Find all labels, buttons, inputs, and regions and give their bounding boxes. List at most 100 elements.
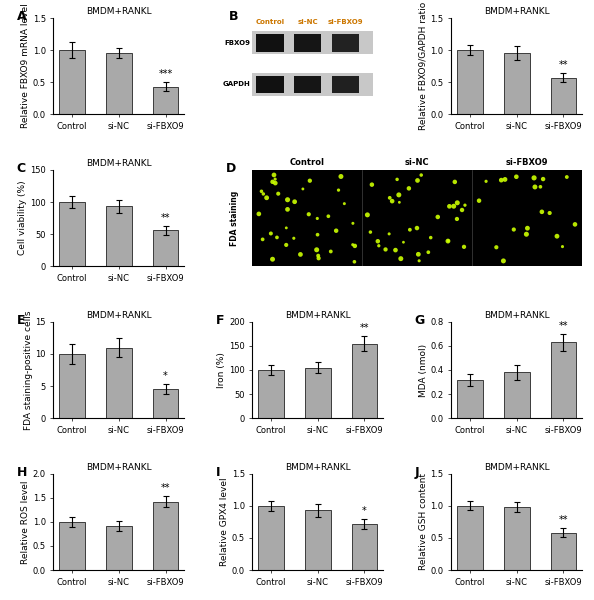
Point	[558, 242, 567, 251]
FancyBboxPatch shape	[332, 76, 359, 94]
Text: si-NC: si-NC	[405, 158, 429, 167]
Point	[324, 211, 333, 221]
Title: BMDM+RANKL: BMDM+RANKL	[484, 463, 549, 472]
Y-axis label: Relative FBXO9/GAPDH ratio: Relative FBXO9/GAPDH ratio	[419, 2, 428, 130]
Bar	[59, 50, 85, 114]
Point	[399, 238, 408, 247]
Bar	[106, 53, 132, 114]
Point	[350, 257, 359, 266]
Point	[273, 189, 283, 199]
Point	[350, 241, 359, 251]
FancyBboxPatch shape	[252, 31, 373, 54]
Text: F: F	[216, 314, 224, 327]
Bar	[457, 380, 483, 418]
Point	[538, 174, 548, 184]
Text: E: E	[17, 314, 26, 327]
Point	[289, 233, 299, 243]
Point	[266, 229, 276, 238]
Y-axis label: FDA staining-positive cells: FDA staining-positive cells	[24, 310, 33, 430]
Point	[394, 190, 403, 200]
Bar	[457, 506, 483, 570]
Text: Control: Control	[290, 158, 325, 167]
Text: GAPDH: GAPDH	[223, 82, 250, 88]
Point	[381, 245, 390, 254]
Point	[367, 180, 377, 190]
Point	[270, 178, 280, 188]
Point	[385, 193, 394, 203]
Point	[283, 205, 292, 214]
Point	[258, 235, 267, 244]
Text: B: B	[229, 10, 238, 23]
Point	[298, 184, 308, 194]
Point	[499, 256, 508, 266]
Point	[536, 182, 545, 191]
Y-axis label: Cell viability (%): Cell viability (%)	[18, 181, 27, 256]
Point	[393, 175, 402, 184]
Point	[416, 170, 426, 180]
Point	[552, 232, 562, 241]
Y-axis label: Relative GPX4 level: Relative GPX4 level	[220, 478, 229, 566]
Point	[415, 256, 424, 266]
Point	[374, 241, 384, 251]
Title: BMDM+RANKL: BMDM+RANKL	[86, 159, 151, 168]
Title: BMDM+RANKL: BMDM+RANKL	[285, 311, 350, 320]
Point	[522, 229, 531, 239]
Text: si-FBXO9: si-FBXO9	[328, 19, 364, 25]
Point	[258, 189, 268, 199]
Title: BMDM+RANKL: BMDM+RANKL	[484, 311, 549, 320]
Title: BMDM+RANKL: BMDM+RANKL	[86, 311, 151, 320]
Point	[449, 202, 459, 211]
Bar	[106, 206, 132, 266]
FancyBboxPatch shape	[332, 34, 359, 52]
Point	[457, 205, 467, 215]
Point	[270, 175, 280, 184]
Point	[500, 175, 510, 184]
FancyBboxPatch shape	[257, 76, 283, 94]
Y-axis label: MDA (nmol): MDA (nmol)	[419, 343, 428, 397]
Point	[492, 242, 501, 252]
Bar	[153, 389, 178, 418]
Bar	[258, 506, 284, 570]
Bar	[504, 53, 529, 114]
Point	[413, 250, 423, 259]
Point	[254, 209, 264, 218]
Point	[450, 177, 460, 187]
Point	[348, 218, 358, 228]
Point	[282, 223, 291, 233]
Title: BMDM+RANKL: BMDM+RANKL	[285, 463, 350, 472]
Point	[312, 214, 322, 223]
Point	[562, 172, 571, 182]
Text: ***: ***	[159, 69, 173, 79]
Point	[453, 198, 462, 208]
Point	[537, 207, 546, 217]
Bar	[153, 86, 178, 114]
Point	[474, 196, 484, 205]
FancyBboxPatch shape	[294, 76, 321, 94]
Point	[366, 227, 375, 237]
Point	[257, 187, 266, 196]
Point	[412, 223, 422, 233]
Point	[445, 202, 454, 211]
Bar	[352, 344, 377, 418]
Text: I: I	[216, 466, 220, 479]
Point	[314, 253, 323, 263]
FancyBboxPatch shape	[257, 34, 283, 52]
Bar	[59, 202, 85, 266]
Point	[269, 170, 279, 180]
Point	[312, 245, 321, 254]
Point	[529, 173, 539, 182]
Point	[545, 208, 554, 218]
Point	[268, 254, 277, 264]
Text: si-FBXO9: si-FBXO9	[506, 158, 548, 167]
Point	[530, 182, 540, 192]
Point	[396, 254, 406, 263]
Text: Control: Control	[255, 19, 285, 25]
Point	[497, 175, 506, 185]
Text: **: **	[558, 515, 568, 526]
Point	[313, 230, 323, 239]
Point	[452, 214, 462, 224]
Text: **: **	[161, 483, 170, 493]
Bar	[504, 373, 529, 418]
Point	[481, 176, 491, 186]
Point	[283, 195, 292, 205]
